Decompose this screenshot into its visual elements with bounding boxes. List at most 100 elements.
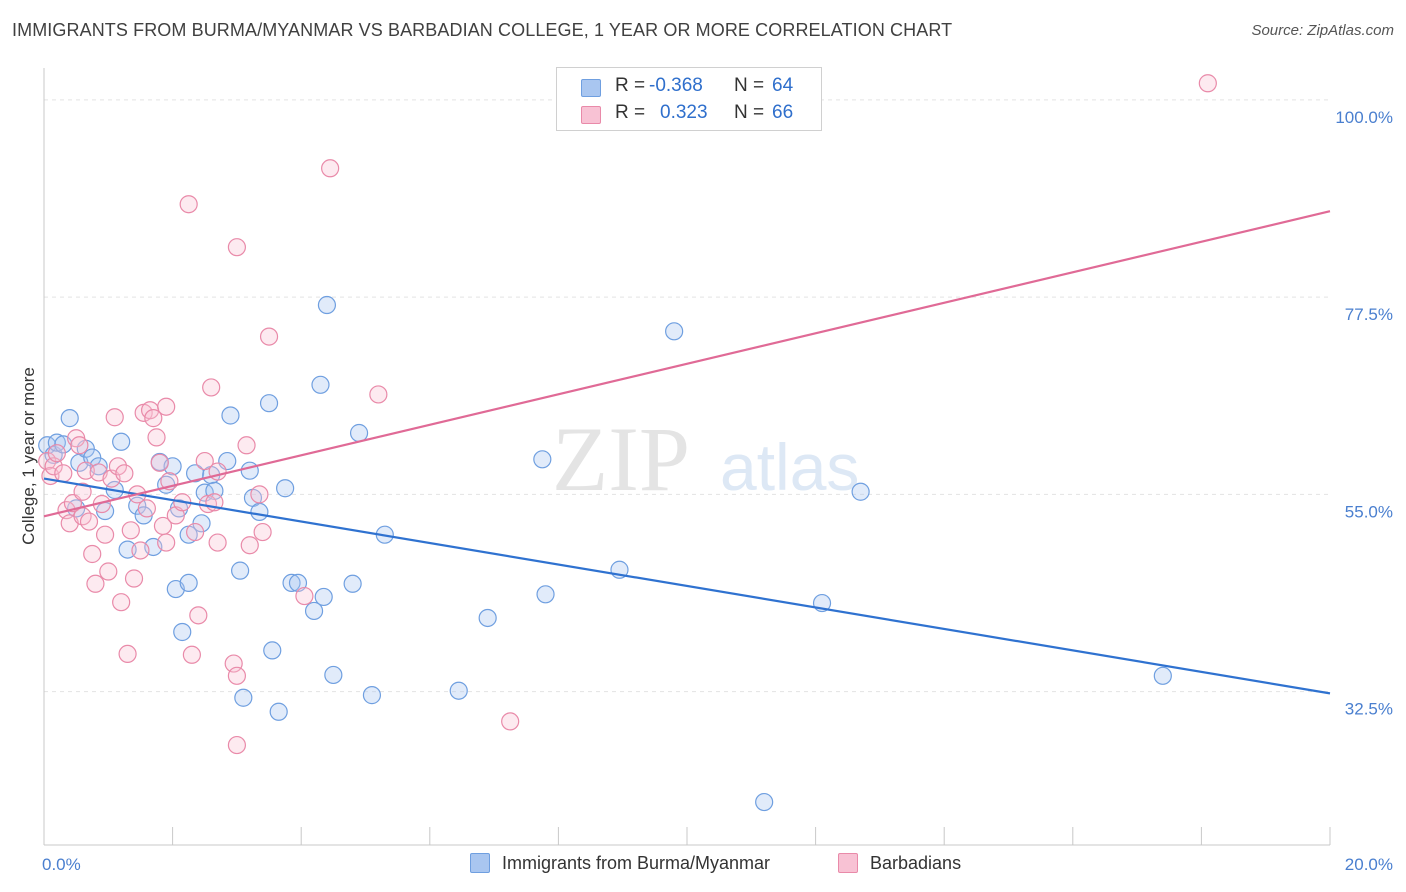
y-axis-label: College, 1 year or more [19, 367, 38, 545]
watermark-atlas: atlas [720, 430, 859, 504]
n-value-barbadian: 66 [772, 102, 794, 123]
data-point [221, 406, 240, 425]
source-label: Source: ZipAtlas.com [1251, 22, 1394, 39]
y-tick-labels: 32.5% 55.0% 77.5% 100.0% [1335, 108, 1393, 719]
series-burma-points [38, 295, 1172, 812]
data-point [533, 450, 552, 469]
data-point [115, 464, 134, 483]
data-point [99, 562, 118, 581]
data-point [186, 464, 205, 483]
data-point [73, 482, 92, 501]
data-point [276, 479, 295, 498]
data-point [121, 521, 140, 540]
data-point [157, 533, 176, 552]
data-point [343, 574, 362, 593]
data-point [851, 482, 870, 501]
data-point [208, 533, 227, 552]
data-point [173, 622, 192, 642]
data-point [182, 645, 201, 664]
data-point [227, 666, 246, 685]
data-point [478, 608, 497, 628]
data-point [131, 541, 150, 560]
data-point [227, 238, 246, 257]
data-point [112, 593, 131, 612]
legend-swatch-burma [470, 853, 490, 873]
correlation-legend: R = -0.368 N = 64 R = 0.323 N = 66 [556, 67, 822, 131]
data-point [349, 423, 369, 443]
axes [43, 68, 1331, 846]
data-point [195, 451, 214, 471]
data-point [179, 573, 198, 593]
data-point [369, 385, 388, 404]
data-point [449, 681, 468, 700]
legend-label-barbadian: Barbadians [870, 853, 962, 873]
data-point [202, 378, 221, 397]
x-tick-label: 20.0% [1345, 855, 1393, 874]
y-tick-label: 100.0% [1335, 108, 1393, 127]
n-value-burma: 64 [772, 75, 794, 96]
legend-swatch-burma [581, 79, 601, 97]
data-point [118, 644, 137, 664]
data-point [231, 561, 250, 580]
chart-title: IMMIGRANTS FROM BURMA/MYANMAR VS BARBADI… [12, 20, 953, 40]
data-point [189, 606, 208, 625]
data-point [105, 408, 124, 427]
data-point [95, 525, 115, 544]
grid-lines [44, 99, 1330, 693]
y-tick-label: 77.5% [1345, 305, 1393, 324]
data-point [234, 688, 253, 707]
data-point [295, 586, 314, 606]
data-point [263, 641, 282, 660]
data-point [157, 397, 176, 416]
n-label: N = [734, 75, 765, 96]
data-point [311, 375, 330, 394]
r-label: R = [615, 75, 646, 96]
data-point [501, 712, 520, 731]
data-point [282, 573, 301, 593]
y-tick-label: 32.5% [1345, 700, 1393, 719]
legend-label-burma: Immigrants from Burma/Myanmar [502, 853, 771, 873]
data-point [1153, 666, 1172, 685]
x-tick-label: 0.0% [42, 855, 81, 874]
data-point [755, 792, 774, 812]
data-point [240, 536, 259, 555]
data-point [1198, 74, 1217, 93]
data-point [112, 432, 131, 451]
data-point [150, 453, 169, 472]
y-tick-label: 55.0% [1345, 502, 1393, 521]
data-point [317, 295, 337, 315]
data-point [108, 457, 128, 476]
data-point [314, 587, 333, 607]
series-barbadian-points [38, 74, 1217, 755]
series-legend: Immigrants from Burma/Myanmar Barbadians [470, 850, 990, 878]
data-point [60, 409, 79, 428]
trend-line-barbadian [43, 210, 1331, 518]
data-point [240, 461, 259, 480]
watermark-zip: ZIP [552, 408, 690, 510]
data-point [47, 433, 66, 452]
data-point [321, 159, 340, 178]
data-point [259, 327, 279, 346]
legend-row-barbadian: R = 0.323 N = 66 [557, 102, 821, 128]
x-tick-labels: 0.0% 20.0% [42, 855, 1393, 874]
data-point [237, 436, 256, 455]
data-point [118, 540, 137, 559]
data-point [147, 428, 166, 447]
watermark: ZIP atlas [552, 408, 859, 510]
data-point [227, 735, 246, 755]
n-label: N = [734, 102, 765, 123]
data-point [86, 574, 105, 593]
legend-swatch-barbadian [838, 853, 858, 873]
data-point [269, 702, 288, 721]
data-point [79, 512, 99, 531]
legend-row-burma: R = -0.368 N = 64 [557, 75, 821, 101]
data-point [137, 499, 156, 518]
legend-swatch-barbadian [581, 106, 601, 124]
data-point [250, 502, 269, 522]
data-point [536, 585, 555, 604]
data-point [47, 444, 66, 463]
data-point [324, 665, 343, 685]
data-point [124, 569, 144, 588]
data-point [362, 686, 382, 705]
